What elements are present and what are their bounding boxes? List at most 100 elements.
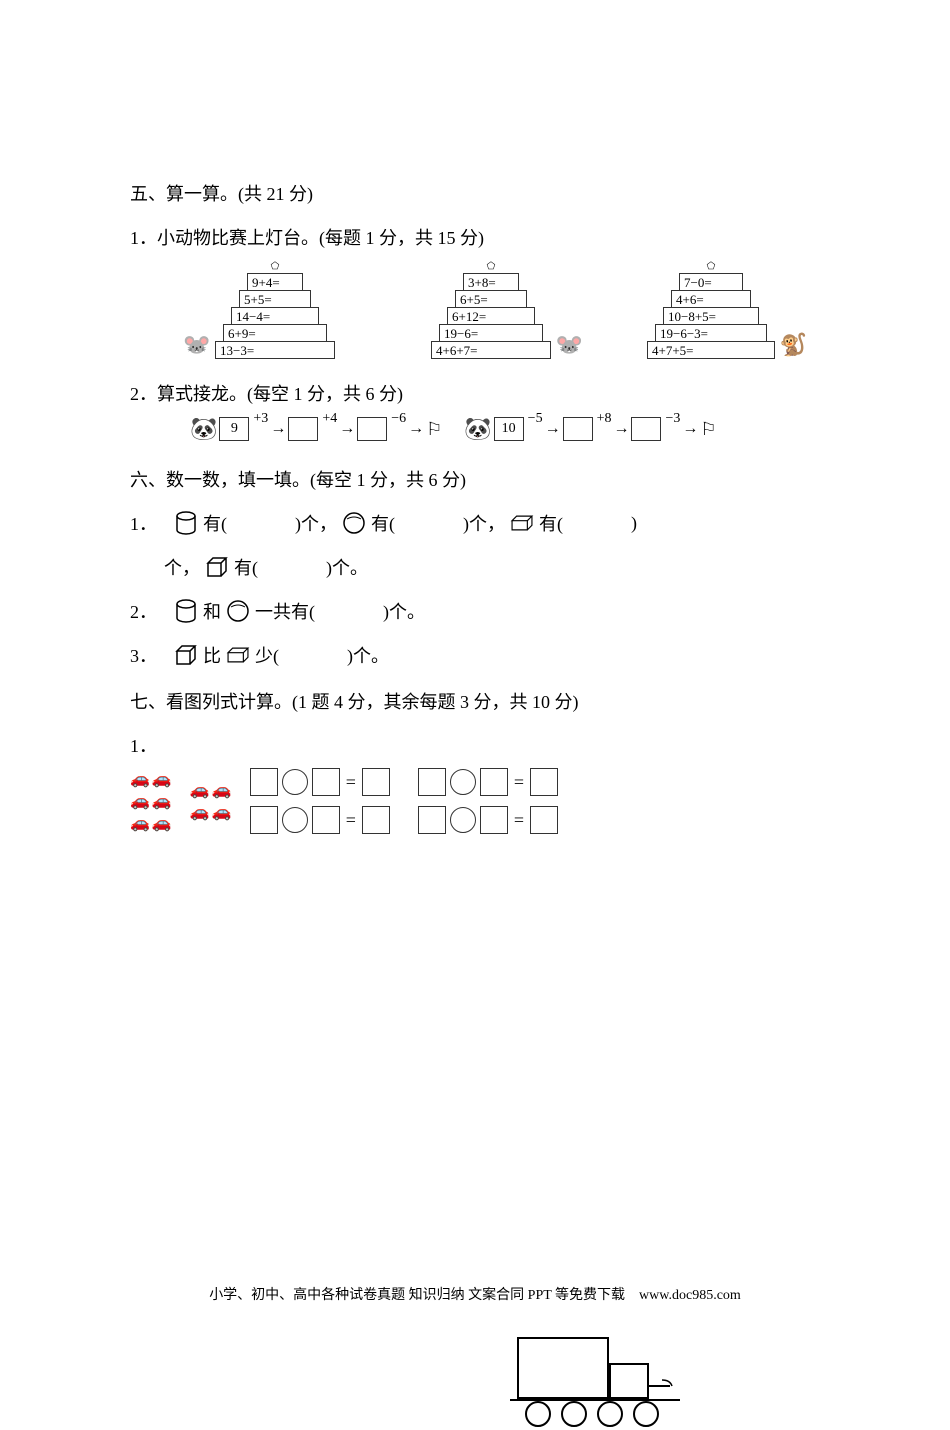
section5-q1-title: 1．小动物比赛上灯台。(每题 1 分，共 15 分) <box>130 224 820 250</box>
car-icon: 🚗 <box>152 791 172 811</box>
arrow-icon: → <box>682 420 698 438</box>
brick: 13−3= <box>215 341 335 359</box>
text: 一共有( <box>255 598 315 624</box>
brick: 14−4= <box>231 307 319 325</box>
car-icon: 🚗 <box>130 813 150 833</box>
section5-q2-title: 2．算式接龙。(每空 1 分，共 6 分) <box>130 380 820 406</box>
q6-1-line2: 个， 有()个。 <box>164 554 820 580</box>
panda-icon: 🐼 <box>464 416 491 442</box>
equation-line: = = <box>250 768 558 796</box>
arrow-icon: → <box>408 420 424 438</box>
arrow-icon: → <box>270 420 286 438</box>
text: 有( <box>234 554 258 580</box>
brick: 7−0= <box>679 273 743 291</box>
eq-op <box>450 807 476 833</box>
eq-box <box>530 806 558 834</box>
eq-box <box>312 768 340 796</box>
brick: 19−6= <box>439 324 543 342</box>
page-footer: 小学、初中、高中各种试卷真题 知识归纳 文案合同 PPT 等免费下载 www.d… <box>0 1284 950 1304</box>
q-prefix: 3． <box>130 642 157 668</box>
chain-blank <box>288 417 318 441</box>
q-prefix: 2． <box>130 598 157 624</box>
car-icon: 🚗 <box>152 769 172 789</box>
eq-sign: = <box>346 772 356 793</box>
text: ) <box>631 513 637 534</box>
text: 有( <box>371 510 395 536</box>
equation-line: = = <box>250 806 558 834</box>
text: )个， <box>295 510 337 536</box>
eq-op <box>450 769 476 795</box>
eq-box <box>418 768 446 796</box>
chain-blank <box>631 417 661 441</box>
sphere-icon <box>341 510 367 536</box>
pyramid-2: 3+8= 6+5= 6+12= 19−6= 4+6+7= 🐭 <box>431 260 551 358</box>
cuboid-icon <box>225 642 251 668</box>
chain-op: −5 <box>528 411 543 427</box>
section5-title: 五、算一算。(共 21 分) <box>130 180 820 206</box>
section7-title: 七、看图列式计算。(1 题 4 分，其余每题 3 分，共 10 分) <box>130 688 820 714</box>
chain-start: 10 <box>494 417 524 441</box>
section6-body: 1． 有( )个， 有( )个， 有() 个， 有()个。 2． 和 一共有( )个。… <box>130 510 820 668</box>
brick: 10−8+5= <box>663 307 759 325</box>
chain-op: −6 <box>391 411 406 427</box>
mouse-icon: 🐭 <box>556 332 583 358</box>
text: 少( <box>255 642 279 668</box>
eq-op <box>282 807 308 833</box>
eq-box <box>480 768 508 796</box>
eq-box <box>362 806 390 834</box>
car-group-right: 🚗🚗 🚗🚗 <box>190 780 232 822</box>
lamp-icon <box>271 260 280 272</box>
flag-icon: ⚐ <box>426 419 442 440</box>
brick: 6+5= <box>455 290 527 308</box>
chain-op: +8 <box>597 411 612 427</box>
arrow-icon: → <box>545 420 561 438</box>
car-icon: 🚗 <box>190 802 210 822</box>
car-icon: 🚗 <box>212 802 232 822</box>
section6-title: 六、数一数，填一填。(每空 1 分，共 6 分) <box>130 466 820 492</box>
arrow-icon: → <box>339 420 355 438</box>
panda-icon: 🐼 <box>190 416 217 442</box>
car-icon: 🚗 <box>152 813 172 833</box>
eq-box <box>362 768 390 796</box>
brick: 4+7+5= <box>647 341 775 359</box>
chain-op: +4 <box>322 411 337 427</box>
car-group-left: 🚗🚗 🚗🚗 🚗🚗 <box>130 769 172 833</box>
q-prefix: 1． <box>130 510 157 536</box>
car-icon: 🚗 <box>212 780 232 800</box>
cube-icon <box>204 554 230 580</box>
text: 有( <box>539 510 563 536</box>
text: )个。 <box>347 642 389 668</box>
eq-box <box>250 806 278 834</box>
eq-sign: = <box>514 772 524 793</box>
arrow-icon: → <box>613 420 629 438</box>
chain-row: 🐼 9 +3→ +4→ −6→ ⚐ 🐼 10 −5→ +8→ −3→ ⚐ <box>190 416 820 442</box>
car-icon: 🚗 <box>190 780 210 800</box>
eq-sign: = <box>346 810 356 831</box>
eq-sign: = <box>514 810 524 831</box>
eq-op <box>282 769 308 795</box>
text: 有( <box>203 510 227 536</box>
chain-blank <box>563 417 593 441</box>
brick: 5+5= <box>239 290 311 308</box>
q6-3: 3． 比 少( )个。 <box>130 642 820 668</box>
q7-1-body: 🚗🚗 🚗🚗 🚗🚗 🚗🚗 🚗🚗 = = = = <box>130 768 820 834</box>
sphere-icon <box>225 598 251 624</box>
chain-start: 9 <box>219 417 249 441</box>
brick: 6+12= <box>447 307 535 325</box>
chain-blank <box>357 417 387 441</box>
text: 和 <box>203 598 221 624</box>
text: 个， <box>164 554 200 580</box>
pyramid-1: 9+4= 5+5= 14−4= 6+9= 13−3= 🐭 <box>215 260 335 358</box>
monkey-icon: 🐒 <box>780 332 807 358</box>
brick: 4+6+7= <box>431 341 551 359</box>
brick: 19−6−3= <box>655 324 767 342</box>
brick: 6+9= <box>223 324 327 342</box>
text: )个， <box>463 510 505 536</box>
cuboid-icon <box>509 510 535 536</box>
eq-box <box>312 806 340 834</box>
eq-box <box>250 768 278 796</box>
eq-box <box>530 768 558 796</box>
q6-1-line1: 1． 有( )个， 有( )个， 有() <box>130 510 820 536</box>
brick: 9+4= <box>247 273 303 291</box>
text: 比 <box>203 642 221 668</box>
